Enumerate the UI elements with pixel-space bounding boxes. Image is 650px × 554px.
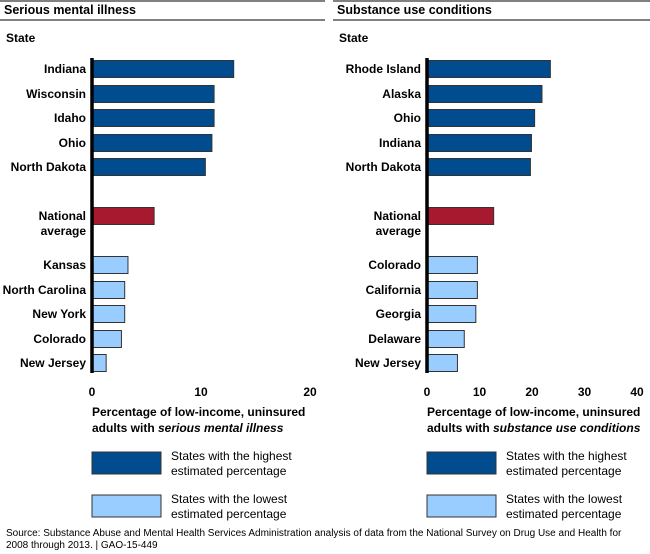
x-tick-label: 0 xyxy=(89,385,96,399)
bar-north-dakota xyxy=(91,158,206,176)
category-label: North Dakota xyxy=(346,160,422,174)
x-tick-label: 10 xyxy=(194,385,208,399)
x-tick-label: 0 xyxy=(424,385,431,399)
category-label: Rhode Island xyxy=(346,62,421,76)
category-label: New Jersey xyxy=(355,356,421,370)
legend-label: estimated percentage xyxy=(506,507,622,521)
legend-swatch-low xyxy=(91,494,162,518)
bar-rhode-island xyxy=(426,60,551,78)
category-label: average xyxy=(376,224,422,238)
legend-label: States with the lowest xyxy=(171,492,288,506)
bar-colorado xyxy=(91,330,122,348)
bar-indiana xyxy=(91,60,235,78)
bar-national-average xyxy=(426,207,495,225)
bar-new-york xyxy=(91,305,126,323)
category-label: Kansas xyxy=(43,258,86,272)
bar-ohio xyxy=(91,134,213,152)
legend-swatch-high xyxy=(426,451,497,475)
legend-swatch-high xyxy=(91,451,162,475)
legend-label: estimated percentage xyxy=(171,464,287,478)
bar-indiana xyxy=(426,134,532,152)
legend-label: States with the highest xyxy=(506,449,627,463)
bar-kansas xyxy=(91,256,129,274)
bar-wisconsin xyxy=(91,85,215,103)
bar-north-dakota xyxy=(426,158,531,176)
panel-title: Serious mental illness xyxy=(4,3,136,17)
source-note: Source: Substance Abuse and Mental Healt… xyxy=(6,528,622,551)
bar-north-carolina xyxy=(91,281,126,299)
legend-label: States with the lowest xyxy=(506,492,623,506)
x-tick-label: 20 xyxy=(303,385,317,399)
category-label: Colorado xyxy=(33,332,86,346)
legend-label: States with the highest xyxy=(171,449,292,463)
x-axis-title: Percentage of low-income, uninsured xyxy=(92,405,305,419)
category-label: Delaware xyxy=(368,332,421,346)
category-label: California xyxy=(366,283,422,297)
legend-label: estimated percentage xyxy=(171,507,287,521)
category-label: Wisconsin xyxy=(26,87,86,101)
category-label: Alaska xyxy=(382,87,421,101)
bar-new-jersey xyxy=(91,354,107,372)
panel-title: Substance use conditions xyxy=(337,3,492,17)
x-axis-title-emphasis: serious mental illness xyxy=(158,421,284,435)
bar-georgia xyxy=(426,305,477,323)
legend-label: estimated percentage xyxy=(506,464,622,478)
category-label: New York xyxy=(32,307,86,321)
x-axis-title-line2: adults with substance use conditions xyxy=(427,421,641,435)
bar-alaska xyxy=(426,85,543,103)
y-axis-title: State xyxy=(6,31,36,45)
category-label: Georgia xyxy=(376,307,422,321)
category-label: Indiana xyxy=(379,136,421,150)
category-label: New Jersey xyxy=(20,356,86,370)
bar-new-jersey xyxy=(426,354,458,372)
bar-idaho xyxy=(91,109,215,127)
x-axis-title-emphasis: substance use conditions xyxy=(493,421,641,435)
legend-swatch-low xyxy=(426,494,497,518)
category-label: North Carolina xyxy=(3,283,87,297)
x-tick-label: 40 xyxy=(630,385,644,399)
x-axis-title-text: adults with xyxy=(92,421,158,435)
x-tick-label: 10 xyxy=(473,385,487,399)
x-axis-title: Percentage of low-income, uninsured xyxy=(427,405,640,419)
category-label: Idaho xyxy=(54,111,86,125)
x-axis-title-text: adults with xyxy=(427,421,493,435)
bar-colorado xyxy=(426,256,478,274)
category-label: Ohio xyxy=(59,136,86,150)
bar-national-average xyxy=(91,207,155,225)
category-label: National xyxy=(374,209,421,223)
bar-california xyxy=(426,281,478,299)
bar-delaware xyxy=(426,330,465,348)
category-label: Ohio xyxy=(394,111,421,125)
category-label: Indiana xyxy=(44,62,86,76)
category-label: National xyxy=(39,209,86,223)
category-label: North Dakota xyxy=(11,160,87,174)
y-axis-title: State xyxy=(339,31,369,45)
category-label: Colorado xyxy=(368,258,421,272)
x-tick-label: 30 xyxy=(578,385,592,399)
x-tick-label: 20 xyxy=(525,385,539,399)
x-axis-title-line2: adults with serious mental illness xyxy=(92,421,284,435)
category-label: average xyxy=(41,224,87,238)
bar-ohio xyxy=(426,109,536,127)
